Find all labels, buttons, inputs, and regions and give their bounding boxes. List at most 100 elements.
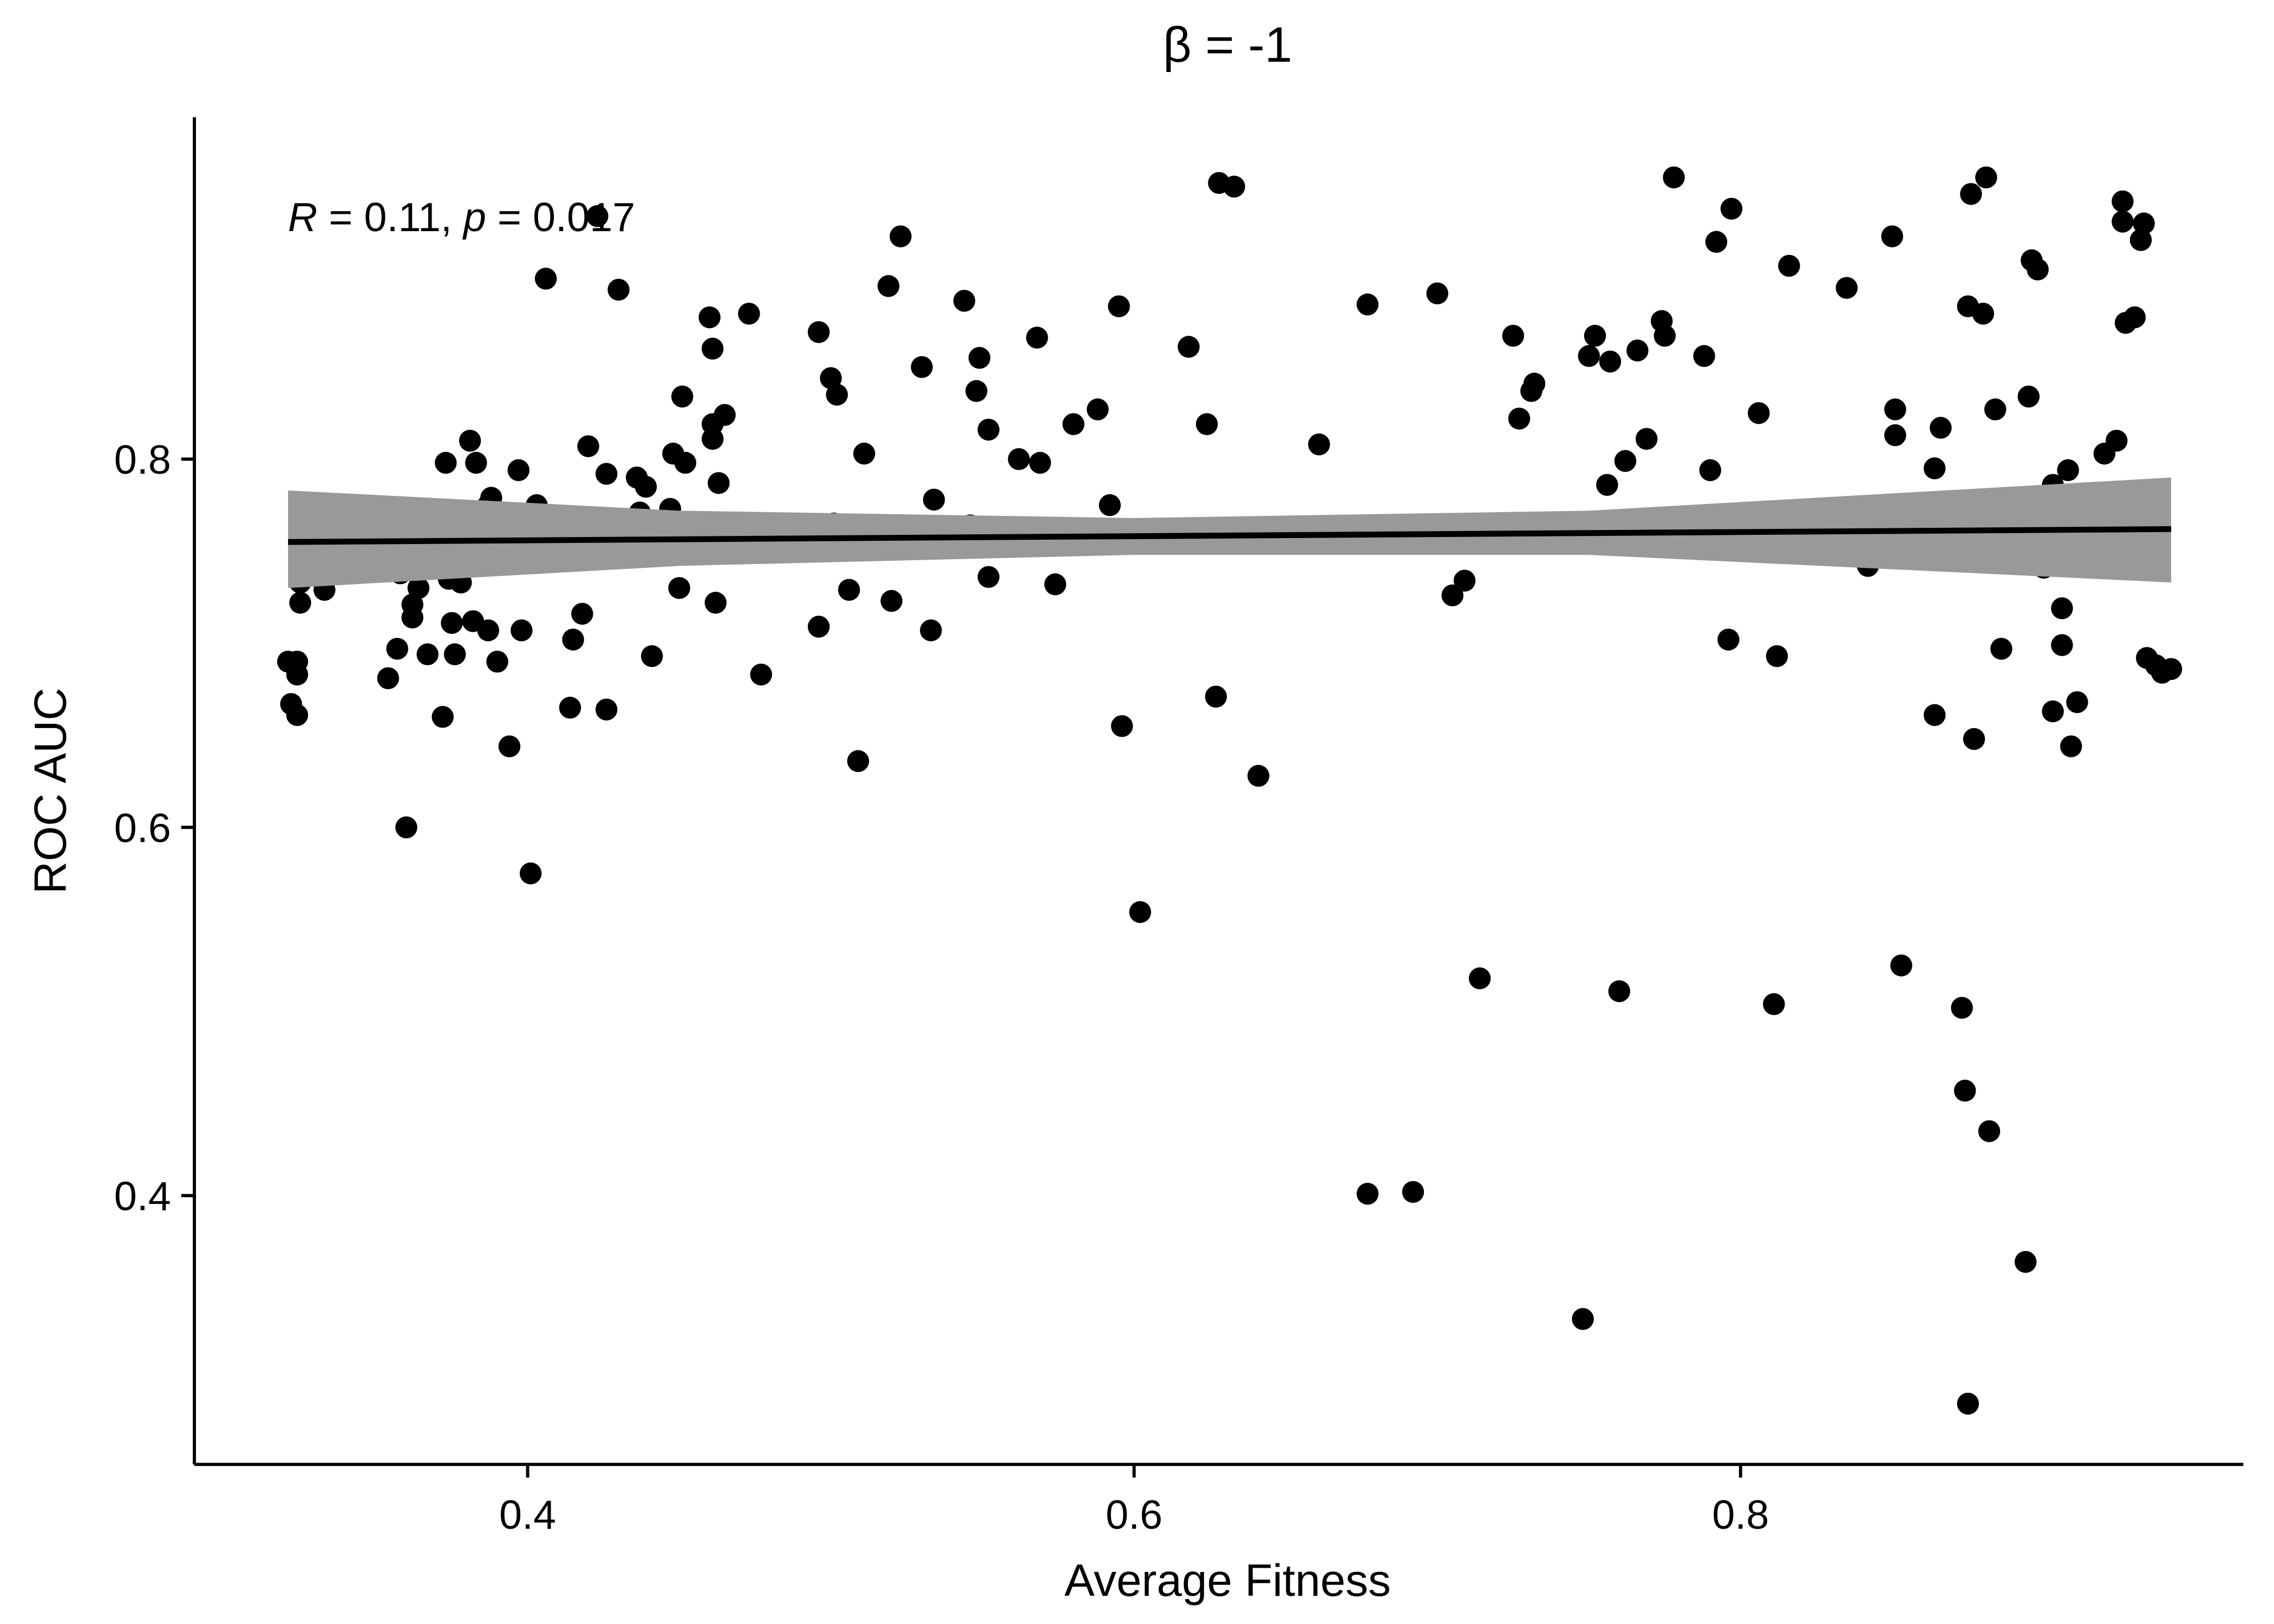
point [826, 383, 848, 406]
point [1108, 295, 1130, 318]
x-tick-label: 0.4 [499, 1492, 556, 1538]
point [395, 816, 417, 839]
point [2042, 700, 2064, 723]
point [1951, 997, 1973, 1019]
point [1923, 457, 1946, 480]
point [1923, 704, 1946, 726]
point [595, 463, 618, 485]
point [519, 862, 542, 885]
point [641, 645, 663, 667]
point [671, 385, 694, 408]
point [1426, 282, 1448, 305]
point [2105, 429, 2128, 452]
point [2057, 459, 2079, 481]
annotation: R = 0.11, p = 0.017 [288, 195, 635, 240]
point [2051, 634, 2073, 656]
point [1572, 1308, 1594, 1330]
point [1468, 967, 1491, 990]
point [1099, 494, 1121, 516]
point [1402, 1181, 1424, 1203]
point [1441, 584, 1463, 607]
point [880, 590, 903, 612]
point [477, 619, 499, 641]
point [738, 303, 760, 325]
point [562, 628, 584, 651]
point [607, 278, 630, 301]
point [1693, 345, 1715, 367]
point [1247, 764, 1270, 787]
point [443, 643, 466, 665]
point [847, 750, 870, 772]
chart-title: β = -1 [1163, 17, 1292, 73]
point [953, 290, 976, 312]
point [441, 612, 463, 634]
point [2027, 258, 2049, 281]
point [635, 475, 657, 498]
point [965, 380, 988, 402]
y-tick-label: 0.8 [114, 437, 171, 483]
point [1608, 980, 1630, 1003]
point [920, 619, 942, 641]
point [714, 404, 736, 426]
point [750, 663, 772, 686]
point [668, 577, 690, 599]
annotation-part: R [288, 195, 318, 240]
point [1596, 474, 1618, 496]
point [1578, 345, 1600, 367]
point [1705, 231, 1728, 253]
point [534, 267, 557, 290]
y-tick-label: 0.6 [114, 806, 171, 851]
point [1110, 715, 1133, 737]
point [1453, 569, 1476, 592]
point [435, 451, 457, 474]
point [507, 459, 530, 481]
point [407, 577, 430, 599]
annotation-part: = 0.017 [486, 195, 635, 240]
point [486, 651, 508, 673]
point [2066, 691, 2088, 713]
point [807, 321, 830, 343]
point [401, 606, 423, 628]
annotation-part: p [462, 195, 486, 240]
regression-line [288, 526, 2172, 545]
point [386, 638, 408, 660]
point [1129, 901, 1152, 924]
point [1930, 417, 1952, 439]
point [577, 435, 599, 457]
point [1178, 336, 1200, 358]
point [1523, 372, 1546, 395]
point [289, 592, 311, 614]
point [1884, 424, 1906, 447]
x-tick-label: 0.6 [1106, 1492, 1162, 1538]
annotation-part: = 0.11, [317, 195, 463, 240]
point [674, 451, 696, 474]
point [2129, 229, 2152, 251]
x-tick-label: 0.8 [1712, 1492, 1769, 1538]
point [595, 698, 618, 721]
point [1953, 1079, 1976, 1102]
point [2051, 597, 2073, 619]
point [286, 663, 309, 686]
point [2017, 385, 2040, 408]
point [1890, 954, 1912, 977]
point [559, 697, 581, 719]
point [1087, 398, 1109, 421]
point [1717, 628, 1740, 651]
point [1626, 339, 1649, 362]
x-axis-title: Average Fitness [1064, 1555, 1391, 1606]
point [1699, 459, 1721, 481]
point [1957, 1392, 1979, 1415]
point [820, 367, 842, 389]
point [1881, 225, 1904, 247]
point [838, 579, 860, 601]
point [2123, 306, 2146, 329]
point [1778, 254, 1800, 277]
y-axis-title: ROC AUC [24, 687, 75, 894]
point [1062, 413, 1084, 435]
point [459, 429, 481, 452]
point [511, 619, 533, 641]
point [2160, 658, 2182, 680]
point [586, 205, 609, 227]
point [853, 442, 875, 465]
point [1502, 324, 1524, 347]
